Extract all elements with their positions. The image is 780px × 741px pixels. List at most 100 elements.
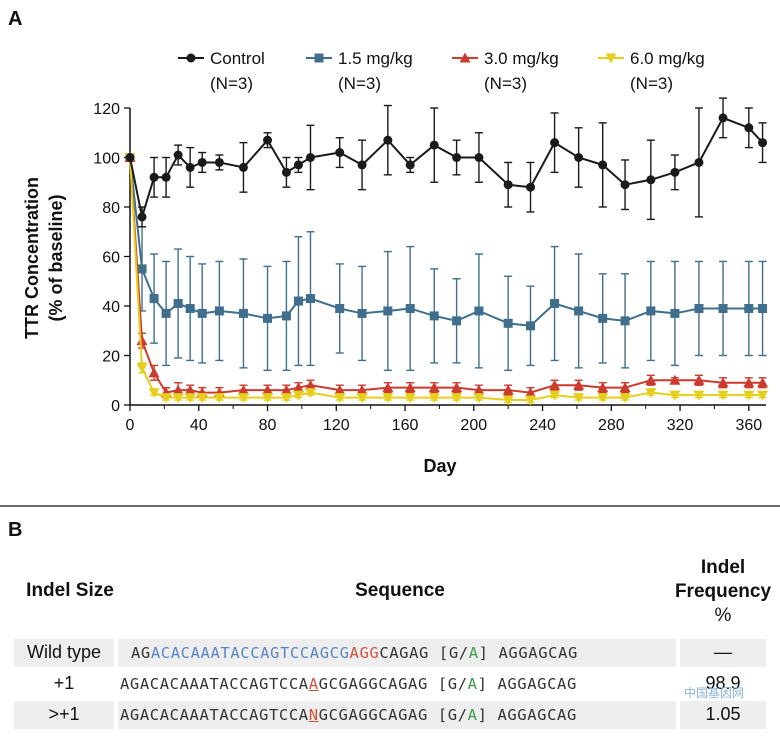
x-tick-label: 160 xyxy=(392,417,419,434)
legend-marker xyxy=(605,53,617,64)
data-point xyxy=(160,393,172,404)
data-point xyxy=(757,377,769,388)
y-tick-label: 0 xyxy=(111,398,120,415)
data-point xyxy=(262,384,274,395)
data-point xyxy=(619,382,631,393)
data-point xyxy=(335,303,345,313)
legend-label: Control xyxy=(210,49,265,68)
data-point xyxy=(281,167,291,177)
data-point xyxy=(428,382,440,393)
legend-entry-4: 6.0 mg/kg (N=3) xyxy=(598,49,705,93)
data-point xyxy=(597,393,609,404)
data-point xyxy=(718,303,728,313)
data-point xyxy=(237,384,249,395)
series-3-0-mg-kg xyxy=(124,152,769,399)
x-tick-label: 0 xyxy=(126,417,135,434)
data-point xyxy=(645,388,657,399)
data-point xyxy=(214,157,224,167)
data-point xyxy=(281,311,291,321)
data-point xyxy=(619,393,631,404)
data-point xyxy=(305,294,315,304)
data-point xyxy=(645,374,657,385)
chart-series-layer xyxy=(124,97,769,406)
data-point xyxy=(213,393,225,404)
data-point xyxy=(757,390,769,401)
data-point xyxy=(137,264,147,274)
data-point xyxy=(137,212,147,222)
data-point xyxy=(214,306,224,316)
inserted-base: A xyxy=(308,675,319,693)
y-tick-label: 120 xyxy=(93,101,120,118)
data-point xyxy=(452,316,462,326)
data-point xyxy=(474,153,484,162)
data-point xyxy=(335,148,345,158)
header-freq-line1: Indel xyxy=(700,557,746,578)
data-point xyxy=(428,393,440,404)
data-point xyxy=(743,377,755,388)
data-point xyxy=(185,303,195,313)
data-point xyxy=(451,382,463,393)
data-point xyxy=(550,299,560,309)
legend-n-label: (N=3) xyxy=(338,74,381,93)
legend-label: 3.0 mg/kg xyxy=(484,49,559,68)
header-freq-line2: Frequency xyxy=(674,581,772,602)
row-label-gt-plus1: >+1 xyxy=(48,704,80,724)
data-point xyxy=(473,393,485,404)
data-point xyxy=(173,150,183,160)
series-1-5-mg-kg xyxy=(125,153,768,372)
legend-entry-2: 1.5 mg/kg (N=3) xyxy=(306,49,413,93)
data-point xyxy=(429,140,439,150)
data-point xyxy=(573,393,585,404)
x-tick-label: 240 xyxy=(529,417,556,434)
series-line xyxy=(129,116,764,218)
data-point xyxy=(172,384,184,395)
data-point xyxy=(125,153,135,162)
data-point xyxy=(382,382,394,393)
data-point xyxy=(670,167,680,177)
row-bg-seq-3 xyxy=(118,701,676,729)
data-point xyxy=(550,138,560,148)
data-point xyxy=(238,308,248,318)
data-point xyxy=(405,160,415,170)
x-tick-label: 40 xyxy=(190,417,208,434)
series-6-0-mg-kg xyxy=(124,153,769,406)
data-point xyxy=(404,382,416,393)
data-point xyxy=(382,393,394,404)
panel-divider xyxy=(0,505,780,507)
header-sequence: Sequence xyxy=(355,580,445,601)
sequence-gt-plus1: AGACACAAATACCAGTCCANGCGAGGCAGAG [G/A] AG… xyxy=(120,706,577,724)
x-tick-label: 360 xyxy=(735,417,762,434)
data-point xyxy=(357,308,367,318)
data-point xyxy=(280,384,292,395)
data-point xyxy=(620,180,630,190)
chart-legend: Control (N=3) 1.5 mg/kg (N=3) 3.0 mg/kg (N=3)… xyxy=(178,49,705,93)
data-point xyxy=(598,160,608,170)
data-point xyxy=(149,294,159,304)
data-point xyxy=(758,138,768,148)
data-point xyxy=(694,303,704,313)
data-point xyxy=(304,379,316,390)
data-point xyxy=(383,135,393,145)
data-point xyxy=(526,182,536,192)
data-point xyxy=(263,135,273,145)
data-point xyxy=(184,384,196,395)
data-point xyxy=(744,303,754,313)
data-point xyxy=(452,153,462,162)
data-point xyxy=(237,393,249,404)
data-point xyxy=(451,393,463,404)
inserted-base: N xyxy=(308,706,319,724)
guide-sequence: ACACAAATACCAGTCCAGCG xyxy=(150,644,350,662)
data-point xyxy=(356,384,368,395)
series-control xyxy=(125,97,768,228)
data-point xyxy=(525,395,537,406)
data-point xyxy=(149,172,159,182)
watermark-logo: 中国基因网 xyxy=(684,686,745,700)
data-point xyxy=(280,393,292,404)
data-point xyxy=(525,387,537,398)
x-tick-label: 320 xyxy=(667,417,694,434)
chart-axes: 0 20 40 60 80 100 120 0 40 80 120 160 200 240 280 320 36… xyxy=(93,101,766,434)
row-bg-label-3 xyxy=(14,701,114,729)
data-point xyxy=(502,395,514,406)
data-point xyxy=(597,382,609,393)
legend-label: 6.0 mg/kg xyxy=(630,49,705,68)
